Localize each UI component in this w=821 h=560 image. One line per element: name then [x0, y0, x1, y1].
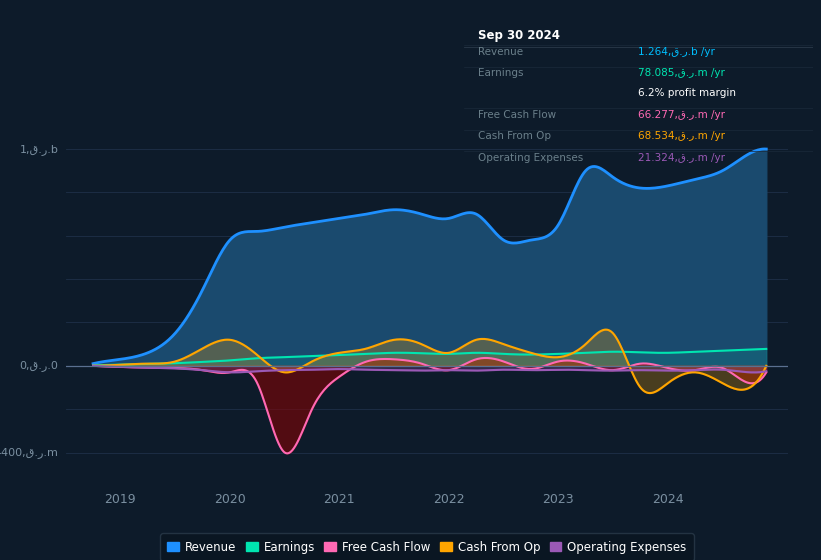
Text: 21.324,ق.ر.m /yr: 21.324,ق.ر.m /yr [639, 153, 725, 162]
Text: 78.085,ق.ر.m /yr: 78.085,ق.ر.m /yr [639, 68, 725, 78]
Text: 68.534,ق.ر.m /yr: 68.534,ق.ر.m /yr [639, 131, 725, 141]
Text: Operating Expenses: Operating Expenses [478, 153, 583, 162]
Text: Sep 30 2024: Sep 30 2024 [478, 29, 560, 42]
Text: 0,ق.ر.0: 0,ق.ر.0 [20, 360, 58, 371]
Text: -400,ق.ر.m: -400,ق.ر.m [0, 447, 58, 458]
Text: 1.264,ق.ر.b /yr: 1.264,ق.ر.b /yr [639, 47, 715, 57]
Legend: Revenue, Earnings, Free Cash Flow, Cash From Op, Operating Expenses: Revenue, Earnings, Free Cash Flow, Cash … [160, 534, 694, 560]
Text: 6.2% profit margin: 6.2% profit margin [639, 88, 736, 98]
Text: Free Cash Flow: Free Cash Flow [478, 110, 556, 120]
Text: 1,ق.ر.b: 1,ق.ر.b [20, 143, 58, 155]
Text: Earnings: Earnings [478, 68, 523, 78]
Text: Cash From Op: Cash From Op [478, 131, 551, 141]
Text: 66.277,ق.ر.m /yr: 66.277,ق.ر.m /yr [639, 110, 725, 120]
Text: Revenue: Revenue [478, 47, 523, 57]
